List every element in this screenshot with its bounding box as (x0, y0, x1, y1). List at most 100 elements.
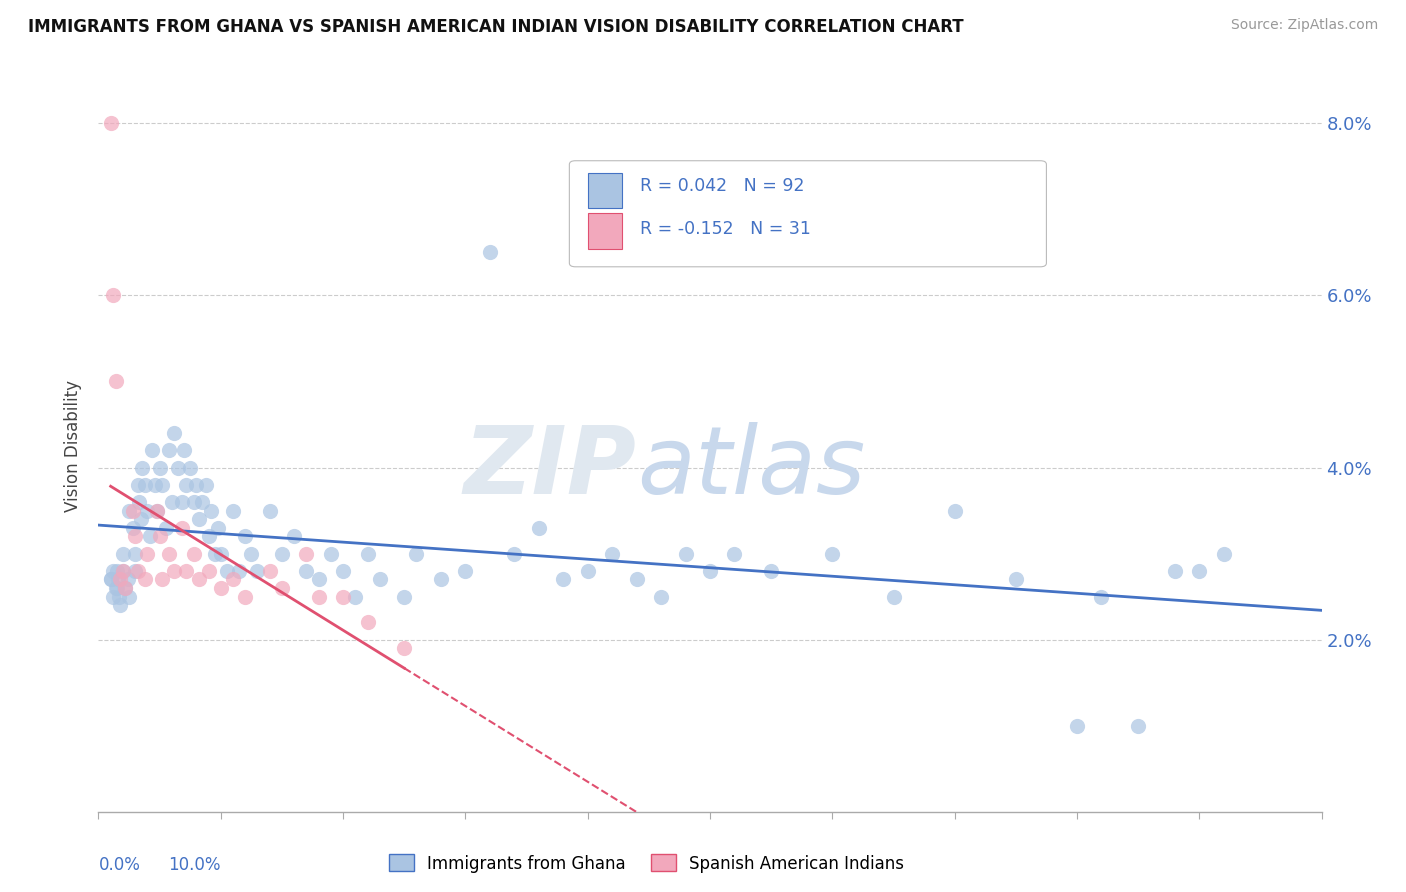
Point (576, 564, 599, 578)
Point (821, 547, 844, 561)
Point (527, 521, 550, 535)
Point (127, 564, 149, 578)
Point (146, 503, 169, 517)
Point (110, 573, 132, 587)
Point (157, 443, 180, 458)
Point (114, 581, 136, 595)
Point (392, 590, 416, 604)
Point (454, 564, 477, 578)
Point (167, 460, 190, 475)
Point (233, 590, 256, 604)
Point (183, 547, 205, 561)
Text: IMMIGRANTS FROM GHANA VS SPANISH AMERICAN INDIAN VISION DISABILITY CORRELATION C: IMMIGRANTS FROM GHANA VS SPANISH AMERICA… (28, 18, 963, 36)
Point (1212, 547, 1234, 561)
Point (124, 564, 146, 578)
Point (228, 564, 250, 578)
Point (405, 547, 427, 561)
Point (430, 573, 453, 587)
Point (187, 573, 209, 587)
Point (100, 116, 122, 130)
Point (344, 590, 367, 604)
Point (943, 503, 966, 517)
Point (240, 547, 263, 561)
Point (187, 512, 209, 526)
Legend: Immigrants from Ghana, Spanish American Indians: Immigrants from Ghana, Spanish American … (382, 847, 911, 880)
Text: R = -0.152   N = 31: R = -0.152 N = 31 (640, 219, 811, 238)
Point (155, 521, 177, 535)
Point (183, 495, 205, 509)
Point (761, 564, 783, 578)
Point (101, 564, 124, 578)
Point (204, 547, 226, 561)
Point (114, 581, 136, 595)
Point (121, 503, 143, 517)
Point (650, 590, 672, 604)
Point (101, 590, 124, 604)
Point (105, 581, 128, 595)
Point (209, 581, 232, 595)
Point (626, 573, 648, 587)
Bar (588, 213, 621, 249)
Point (117, 573, 139, 587)
Point (368, 573, 391, 587)
Bar (588, 173, 621, 209)
Text: R = 0.042   N = 92: R = 0.042 N = 92 (640, 178, 804, 195)
Point (105, 564, 128, 578)
Point (207, 521, 229, 535)
Point (141, 443, 163, 458)
Point (131, 460, 153, 475)
Point (146, 503, 169, 517)
Point (170, 495, 193, 509)
Point (121, 521, 143, 535)
Point (191, 495, 214, 509)
Point (176, 564, 198, 578)
Point (200, 503, 222, 517)
Point (111, 564, 134, 578)
Point (107, 573, 129, 587)
Point (111, 547, 134, 561)
Point (104, 581, 127, 595)
Point (356, 547, 378, 561)
Point (553, 573, 575, 587)
Point (1090, 590, 1112, 604)
Point (173, 443, 195, 458)
Point (259, 564, 281, 578)
Point (134, 477, 156, 491)
Point (129, 512, 152, 526)
Point (160, 495, 183, 509)
Point (163, 564, 186, 578)
Point (883, 590, 905, 604)
Point (124, 547, 146, 561)
Text: 10.0%: 10.0% (169, 855, 221, 873)
Point (270, 581, 294, 595)
Point (170, 521, 193, 535)
Point (136, 503, 159, 517)
Point (101, 288, 124, 302)
Point (1164, 564, 1187, 578)
Point (128, 495, 150, 509)
Point (118, 503, 141, 517)
Point (108, 590, 131, 604)
Point (259, 503, 281, 517)
Point (197, 564, 219, 578)
Point (163, 426, 186, 441)
Text: Source: ZipAtlas.com: Source: ZipAtlas.com (1230, 18, 1378, 32)
Point (209, 547, 232, 561)
Text: ZIP: ZIP (464, 422, 637, 514)
FancyBboxPatch shape (569, 161, 1046, 267)
Point (283, 529, 305, 543)
Y-axis label: Vision Disability: Vision Disability (65, 380, 83, 512)
Point (675, 547, 697, 561)
Point (104, 375, 127, 389)
Point (503, 547, 526, 561)
Point (332, 590, 354, 604)
Point (124, 529, 146, 543)
Point (1188, 564, 1211, 578)
Point (246, 564, 269, 578)
Point (1004, 573, 1026, 587)
Point (157, 547, 180, 561)
Point (600, 547, 623, 561)
Point (100, 573, 122, 587)
Point (392, 641, 416, 656)
Text: 0.0%: 0.0% (98, 855, 141, 873)
